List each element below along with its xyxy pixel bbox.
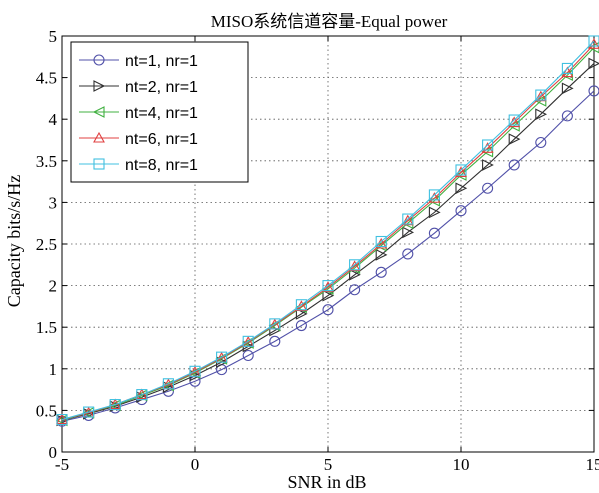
y-tick-label: 0.5 <box>36 401 57 420</box>
data-point <box>482 159 494 171</box>
legend-entry: nt=4, nr=1 <box>79 105 198 122</box>
data-point <box>482 139 494 151</box>
x-tick-label: 5 <box>324 455 333 474</box>
data-point <box>349 284 361 296</box>
data-point <box>402 226 415 239</box>
data-point <box>189 365 201 377</box>
x-tick-label: 0 <box>191 455 200 474</box>
legend-marker <box>93 54 105 66</box>
data-point <box>109 399 121 411</box>
data-point <box>561 82 574 95</box>
data-point <box>508 159 520 171</box>
data-point <box>216 351 228 363</box>
data-point <box>588 35 599 47</box>
y-tick-label: 4.5 <box>36 69 57 88</box>
data-point <box>535 136 547 149</box>
data-point <box>508 114 520 126</box>
data-point <box>322 280 334 292</box>
data-point <box>402 213 414 225</box>
data-point <box>561 62 573 74</box>
data-point <box>242 335 254 347</box>
data-point <box>269 318 281 330</box>
x-tick-label: 10 <box>453 455 470 474</box>
data-point <box>561 66 574 78</box>
data-point <box>455 164 467 176</box>
y-tick-label: 3.5 <box>36 152 57 171</box>
series-line <box>61 63 595 421</box>
data-point <box>455 205 467 217</box>
data-point <box>561 110 573 122</box>
legend-entry: nt=2, nr=1 <box>79 79 198 96</box>
legend-label: nt=6, nr=1 <box>125 131 198 148</box>
data-point <box>375 266 387 278</box>
data-point <box>295 319 307 332</box>
series-group <box>55 35 599 427</box>
data-point <box>428 189 440 201</box>
data-point <box>295 299 307 311</box>
data-point <box>269 335 281 347</box>
data-point <box>535 89 547 101</box>
data-point <box>375 248 388 261</box>
data-point <box>588 85 599 97</box>
data-point <box>322 289 335 302</box>
data-point <box>349 259 361 271</box>
legend-entry: nt=6, nr=1 <box>79 131 198 148</box>
series-line <box>61 90 595 422</box>
legend-marker <box>92 106 105 118</box>
y-tick-label: 3 <box>49 193 58 212</box>
y-tick-label: 1 <box>49 360 58 379</box>
legend-marker <box>93 80 106 92</box>
y-tick-label: 4 <box>49 110 58 129</box>
x-tick-label: -5 <box>55 455 69 474</box>
y-tick-label: 0 <box>49 443 58 462</box>
data-point <box>136 389 148 401</box>
series-5 <box>56 35 599 426</box>
data-point <box>588 57 599 70</box>
chart-title: MISO系统信道容量-Equal power <box>211 12 448 31</box>
data-point <box>242 349 254 362</box>
data-point <box>402 248 414 260</box>
legend-label: nt=2, nr=1 <box>125 79 198 96</box>
y-axis-title: Capacity bits/s/Hz <box>4 175 24 307</box>
series-line <box>61 40 595 421</box>
legend-label: nt=4, nr=1 <box>125 105 198 122</box>
data-point <box>348 260 361 272</box>
y-tick-label: 1.5 <box>36 318 57 337</box>
y-tick-label: 2.5 <box>36 235 57 254</box>
y-tick-label: 5 <box>49 27 58 46</box>
legend-label: nt=8, nr=1 <box>125 157 198 174</box>
legend-marker <box>93 131 105 143</box>
data-point <box>428 227 440 239</box>
data-point <box>401 214 414 226</box>
legend-marker <box>93 158 105 170</box>
data-point <box>508 133 521 146</box>
data-point <box>83 406 95 418</box>
data-point <box>455 182 468 195</box>
x-axis-title: SNR in dB <box>287 472 366 492</box>
data-point <box>482 182 494 194</box>
data-point <box>349 268 361 281</box>
data-point <box>162 378 174 390</box>
legend-entry: nt=8, nr=1 <box>79 157 198 174</box>
data-point <box>535 108 548 121</box>
data-point <box>428 206 441 219</box>
y-tick-label: 2 <box>49 277 58 296</box>
series-line <box>61 47 595 421</box>
legend-entry: nt=1, nr=1 <box>79 53 198 70</box>
legend-label: nt=1, nr=1 <box>125 53 198 70</box>
legend: nt=1, nr=1 nt=2, nr=1 nt=4, nr=1 nt=6, nr=1… <box>70 41 249 183</box>
data-point <box>322 304 334 316</box>
data-point <box>375 235 387 248</box>
data-point <box>295 307 308 320</box>
data-point <box>534 90 547 102</box>
data-point <box>587 42 599 54</box>
x-tick-label: 15 <box>586 455 599 474</box>
data-point <box>56 414 68 426</box>
